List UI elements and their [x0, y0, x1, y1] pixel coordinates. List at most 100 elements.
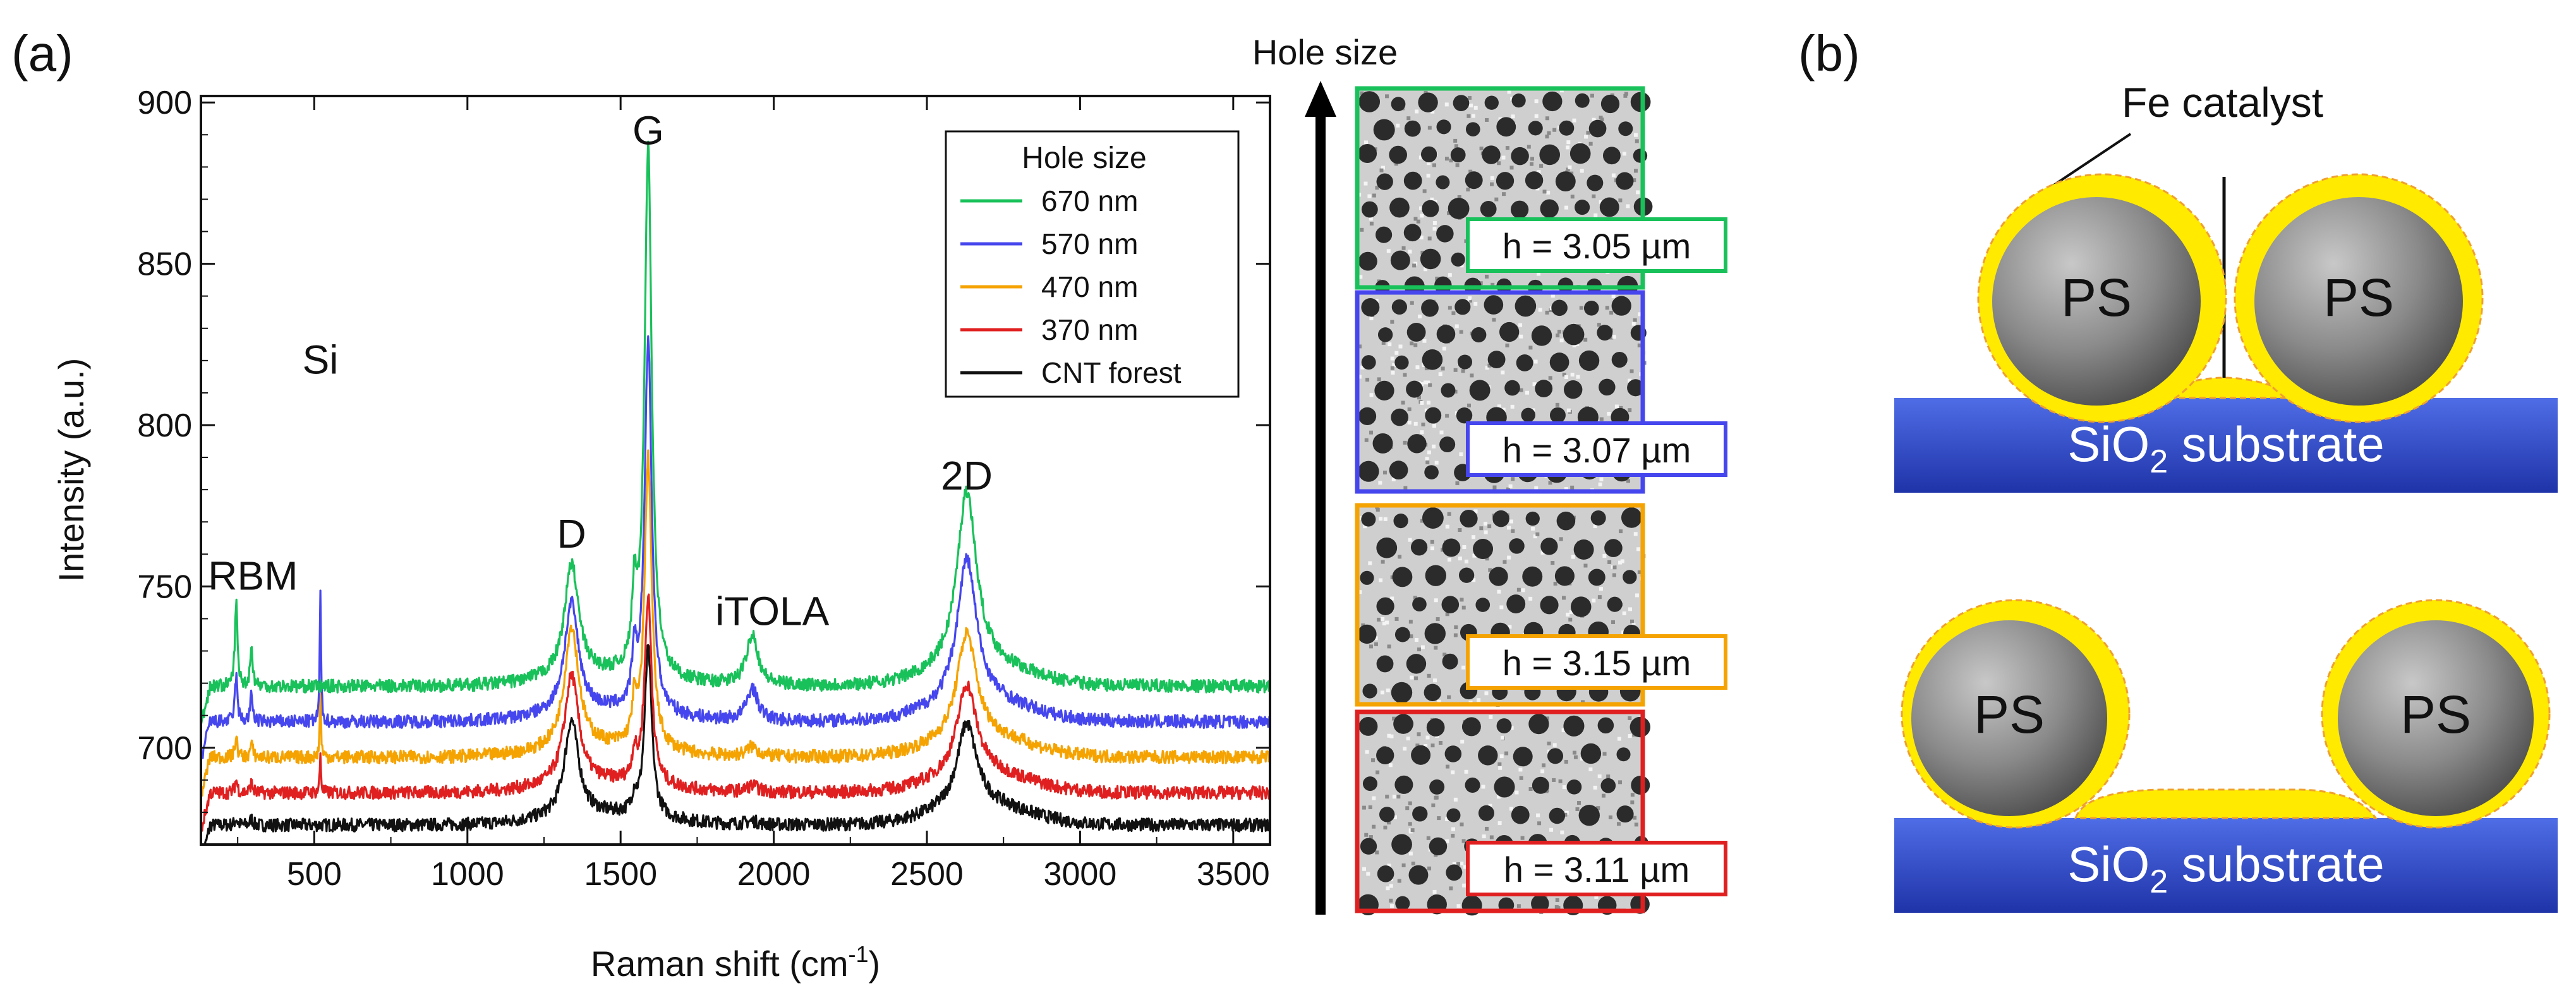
sem-hole: [1460, 509, 1478, 528]
sem-speckle: [1485, 366, 1489, 370]
sem-speckle: [1425, 735, 1430, 740]
sem-speckle: [1477, 698, 1481, 702]
sem-speckle: [1501, 155, 1506, 160]
sem-hole: [1404, 120, 1421, 137]
legend-box: [945, 130, 1240, 398]
sem-speckle: [1473, 105, 1478, 110]
sem-speckle: [1611, 620, 1616, 624]
sem-speckle: [1636, 190, 1640, 195]
sem-speckle: [1413, 217, 1418, 221]
sem-speckle: [1449, 159, 1453, 163]
sem-speckle: [1448, 558, 1452, 562]
peak-label-2d: 2D: [941, 453, 993, 498]
sem-hole: [1421, 146, 1437, 162]
sem-speckle: [1403, 747, 1407, 751]
sem-speckle: [1622, 152, 1626, 156]
sem-speckle: [1391, 477, 1396, 481]
sem-speckle: [1453, 368, 1458, 372]
sem-speckle: [1418, 314, 1422, 318]
sem-speckle: [1379, 578, 1383, 582]
sem-speckle: [1555, 898, 1559, 902]
sem-speckle: [1459, 452, 1463, 457]
sem-speckle: [1415, 365, 1420, 370]
ps-label-top-right: PS: [2323, 268, 2394, 327]
sem-speckle: [1576, 801, 1581, 805]
sem-speckle: [1564, 810, 1569, 815]
sem-speckle: [1437, 816, 1441, 821]
sem-speckle: [1482, 834, 1486, 839]
sem-speckle: [1562, 785, 1566, 790]
sem-speckle: [1424, 743, 1428, 748]
sem-speckle: [1377, 377, 1381, 382]
sem-speckle: [1500, 735, 1504, 740]
sem-hole: [1597, 717, 1614, 734]
sem-speckle: [1401, 400, 1405, 405]
sem-speckle: [1573, 755, 1578, 759]
sem-speckle: [1540, 550, 1545, 555]
sem-speckle: [1380, 690, 1384, 695]
sem-speckle: [1484, 691, 1489, 695]
panel-b-label: (b): [1798, 25, 1860, 81]
sem-speckle: [1533, 359, 1538, 364]
sem-speckle: [1633, 532, 1638, 536]
sem-hole: [1442, 653, 1458, 670]
sem-speckle: [1403, 373, 1407, 377]
sem-speckle: [1460, 862, 1464, 866]
sem-hole: [1450, 147, 1466, 163]
sem-hole: [1539, 144, 1561, 165]
sem-speckle: [1375, 850, 1379, 855]
sem-speckle: [1420, 214, 1424, 218]
sem-speckle: [1432, 227, 1437, 231]
sem-hole: [1403, 171, 1422, 190]
sem-hole: [1374, 380, 1394, 400]
sem-hole: [1509, 538, 1525, 554]
sem-speckle: [1422, 339, 1427, 343]
sem-speckle: [1620, 559, 1624, 563]
sem-speckle: [1458, 528, 1462, 533]
sem-speckle: [1408, 620, 1413, 624]
sem-speckle: [1542, 763, 1546, 767]
sem-speckle: [1593, 785, 1597, 790]
sem-speckle: [1364, 140, 1368, 145]
sem-speckle: [1419, 235, 1424, 239]
sem-hole: [1578, 350, 1600, 371]
sem-hole: [1372, 433, 1393, 454]
plot-frame: [200, 95, 1271, 846]
sem-speckle: [1528, 346, 1533, 350]
sem-speckle: [1552, 778, 1556, 782]
sem-speckle: [1396, 123, 1400, 128]
sem-speckle: [1472, 535, 1476, 539]
sem-speckle: [1509, 807, 1513, 811]
sem-hole: [1496, 718, 1512, 734]
sem-speckle: [1420, 430, 1424, 435]
sem-speckle: [1628, 734, 1632, 738]
sem-hole: [1604, 539, 1623, 557]
sem-hole: [1542, 91, 1563, 112]
sem-speckle: [1473, 509, 1478, 514]
sem-speckle: [1461, 369, 1465, 373]
sem-speckle: [1579, 306, 1583, 310]
sem-speckle: [1376, 507, 1380, 512]
sem-speckle: [1631, 623, 1636, 627]
sem-speckle: [1561, 728, 1566, 733]
sem-speckle: [1489, 835, 1494, 840]
sem-speckle: [1509, 519, 1513, 524]
sem-speckle: [1491, 282, 1495, 287]
sem-speckle: [1397, 879, 1401, 883]
sem-hole: [1618, 121, 1633, 136]
sem-hole: [1358, 717, 1378, 736]
sem-hole: [1379, 807, 1395, 822]
sem-speckle: [1401, 863, 1406, 867]
sem-hole: [1525, 171, 1544, 190]
sem-speckle: [1369, 316, 1374, 320]
sem-speckle: [1468, 296, 1472, 301]
sem-hole: [1394, 775, 1413, 794]
sem-hole: [1424, 465, 1439, 480]
sem-hole: [1525, 511, 1540, 526]
sem-speckle: [1463, 865, 1467, 869]
sem-hole: [1424, 683, 1442, 702]
sem-speckle: [1611, 294, 1616, 299]
sem-speckle: [1388, 342, 1392, 347]
sem-hole: [1528, 714, 1549, 735]
sem-speckle: [1552, 743, 1557, 747]
